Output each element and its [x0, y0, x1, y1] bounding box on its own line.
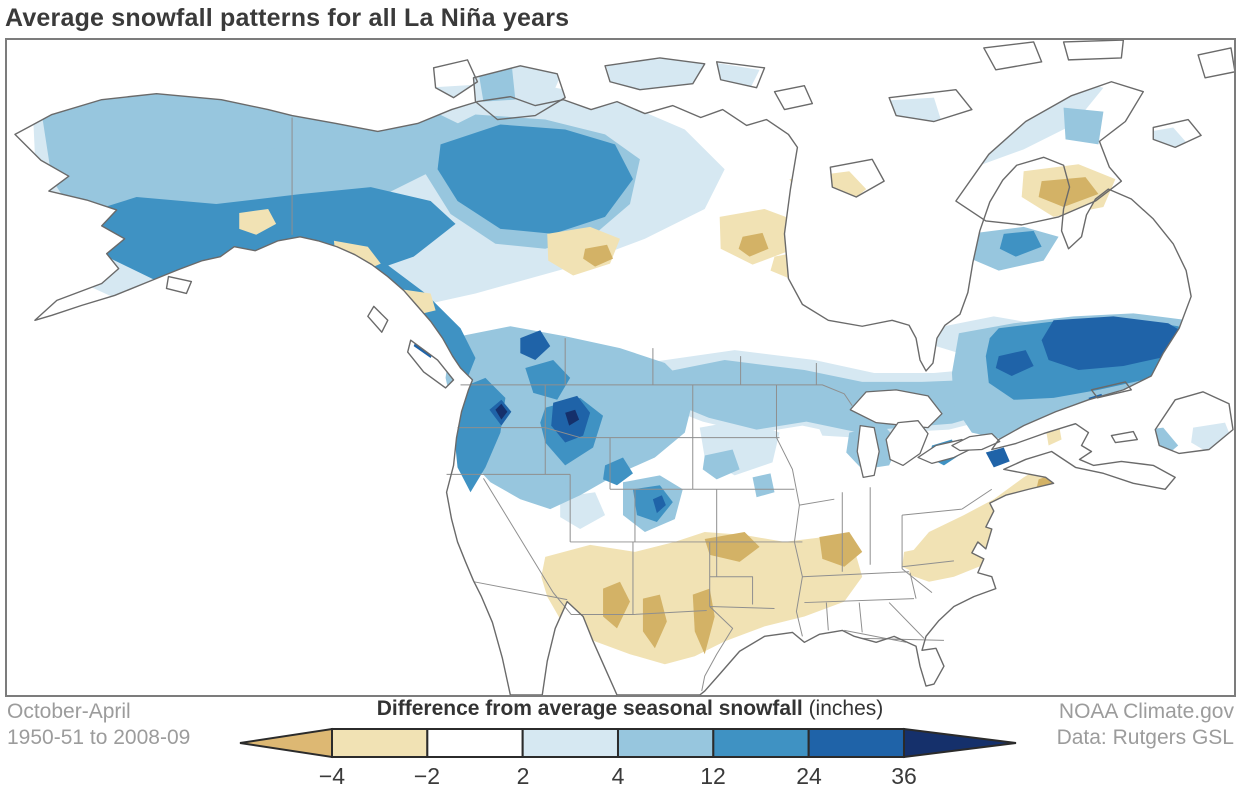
period-line1: October-April: [7, 700, 131, 723]
coastline-group: [14, 40, 1234, 695]
legend-tick: 24: [796, 763, 822, 789]
lake-huron: [885, 420, 929, 467]
lake-michigan: [856, 424, 880, 478]
legend-tick: 4: [611, 763, 625, 789]
great-lakes-group: [849, 389, 1001, 478]
legend-title-units: (inches): [802, 697, 884, 720]
page-title: Average snowfall patterns for all La Niñ…: [5, 4, 570, 32]
legend-tick: 2: [516, 763, 530, 789]
period-caption: October-April 1950-51 to 2008-09: [7, 699, 190, 752]
legend-title-bold: Difference from average seasonal snowfal…: [376, 697, 803, 720]
credit-line2: Data: Rutgers GSL: [1056, 726, 1234, 750]
legend-tick: −2: [413, 763, 441, 789]
legend-tick: 36: [891, 763, 917, 789]
legend-title: Difference from average seasonal snowfal…: [238, 697, 1022, 721]
state-borders-group: [291, 117, 993, 692]
credit-line1: NOAA Climate.gov: [1058, 700, 1234, 723]
map-canvas: [14, 40, 1234, 695]
legend-colorbar: [239, 727, 1017, 759]
credit-caption: NOAA Climate.gov Data: Rutgers GSL: [1057, 699, 1234, 752]
lake-superior: [849, 389, 943, 429]
snowfall-map: [5, 38, 1236, 697]
lake-ontario: [951, 432, 1001, 452]
legend-tick: 12: [700, 763, 726, 789]
period-line2: 1950-51 to 2008-09: [7, 726, 191, 750]
legend-tick: −4: [318, 763, 346, 789]
